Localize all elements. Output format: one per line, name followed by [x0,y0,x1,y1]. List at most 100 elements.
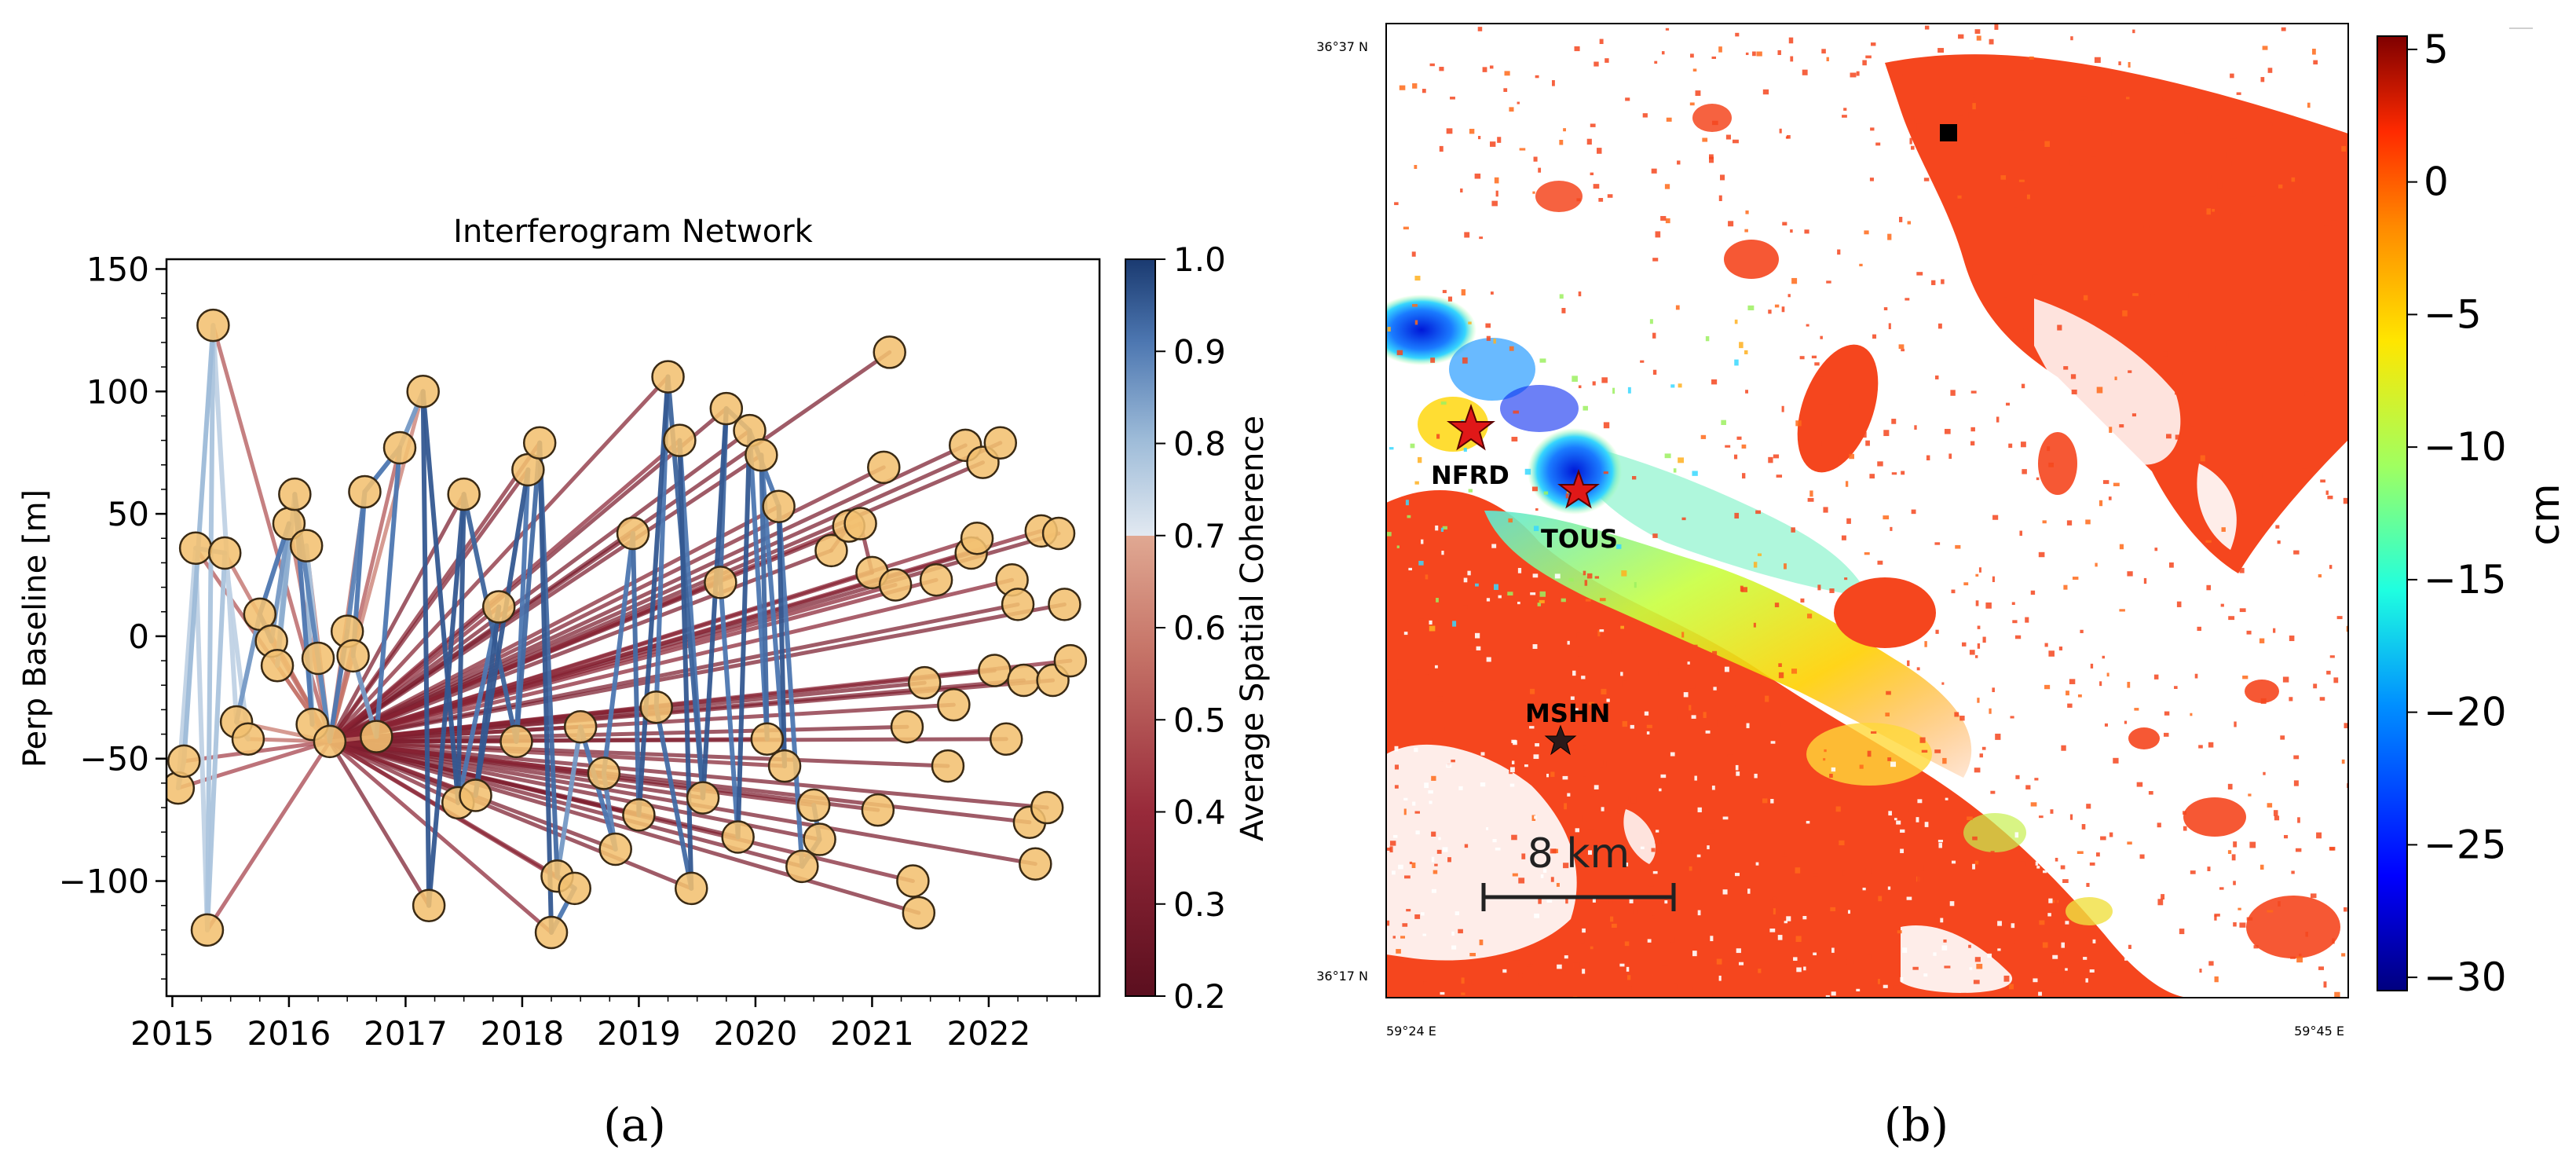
speckle-pixel [1692,68,1697,72]
acquisition-node [767,749,802,783]
speckle-pixel [2230,73,2234,79]
speckle-pixel [2175,434,2182,440]
speckle-pixel [1951,589,1956,594]
speckle-gap [1620,672,1623,676]
speckle-pixel [2190,423,2195,427]
speckle-gap [1524,764,1528,768]
speckle-pixel [1585,599,1591,602]
speckle-pixel [2262,46,2268,50]
speckle-gap [1537,837,1542,841]
speckle-pixel [1533,156,1538,162]
lon-label-right: 59°45 E [2294,1024,2344,1039]
speckle-pixel [2319,697,2325,701]
speckle-pixel [1745,52,1749,56]
speckle-pixel [1934,749,1941,753]
interferogram-edge [327,739,693,891]
speckle-pixel [2205,540,2212,543]
colorbar-b [2377,36,2407,991]
speckle-pixel [1674,984,1678,990]
speckle-pixel [2244,416,2247,422]
speckle-pixel [1450,97,1455,100]
speckle-pixel [1531,486,1538,492]
speckle-gap [1862,887,1866,891]
speckle-gap [1480,752,1485,756]
speckle-pixel [1871,731,1877,734]
speckle-pixel [1580,938,1585,943]
acquisition-node [289,529,324,562]
speckle-pixel [1386,920,1390,926]
speckle-pixel [1795,420,1802,427]
speckle-gap [1486,827,1489,830]
speckle-pixel [1576,198,1581,202]
speckle-pixel [1576,632,1581,639]
speckle-pixel [1491,200,1498,207]
speckle-gap [1786,916,1791,921]
speckle-pixel [1423,981,1427,986]
speckle-pixel [2000,175,2007,180]
speckle-gap [1527,710,1531,716]
speckle-gap [1415,830,1420,835]
acquisition-node [937,687,971,722]
speckle-pixel [2042,520,2047,524]
interferogram-edge [210,323,240,724]
speckle-pixel [1908,808,1912,813]
speckle-pixel [1655,231,1661,238]
speckle-gap [1694,775,1697,781]
speckle-pixel [1485,323,1491,328]
speckle-pixel [2341,759,2345,764]
speckle-pixel [2051,966,2058,973]
speckle-pixel [1824,944,1831,950]
speckle-pixel [2190,870,2196,874]
interferogram-edge [327,504,781,744]
speckle-pixel [1799,356,1805,360]
speckle-gap [1917,799,1923,804]
speckle-pixel [1944,965,1951,969]
speckle-gap [1769,928,1776,932]
speckle-pixel [1396,350,1403,356]
speckle-pixel [2260,698,2267,704]
speckle-pixel [1954,712,1959,717]
speckle-pixel [1410,443,1415,449]
speckle-pixel [2127,571,2133,577]
speckle-pixel [1565,899,1568,904]
speckle-pixel [1493,339,1496,344]
speckle-pixel [1992,687,1995,693]
speckle-pixel [1887,757,1892,761]
speckle-gap [1847,910,1850,914]
speckle-pixel [2207,174,2212,178]
speckle-gap [1713,687,1717,691]
speckle-pixel [2131,413,2137,417]
speckle-pixel [2242,675,2249,680]
deformation-red-northeast [1885,54,2348,574]
speckle-pixel [1630,797,1637,804]
speckle-gap [1434,665,1438,669]
speckle-pixel [1678,383,1682,388]
speckle-pixel [1875,142,1881,146]
speckle-gap [1736,771,1740,776]
speckle-gap [1940,918,1944,923]
speckle-pixel [2109,832,2113,837]
acquisition-node [1041,516,1076,551]
speckle-pixel [2067,268,2072,273]
acquisition-node [1030,790,1064,825]
speckle-pixel [1979,753,1983,758]
speckle-gap [1900,848,1905,854]
speckle-pixel [1622,680,1628,687]
speckle-pixel [1791,527,1795,533]
speckle-pixel [2227,340,2234,347]
speckle-pixel [2184,130,2191,134]
speckle-pixel [1784,563,1787,570]
speckle-pixel [1974,768,1981,773]
speckle-pixel [1725,445,1731,448]
speckle-gap [1754,773,1758,779]
speckle-pixel [2018,179,2025,182]
station-label-nfrd: NFRD [1431,460,1509,490]
speckle-pixel [1394,764,1399,770]
speckle-pixel [2302,468,2307,472]
speckle-pixel [1403,226,1409,230]
speckle-pixel [1811,355,1817,359]
speckle-pixel [1887,233,1892,240]
speckle-pixel [1403,808,1407,815]
speckle-pixel [1460,493,1465,500]
